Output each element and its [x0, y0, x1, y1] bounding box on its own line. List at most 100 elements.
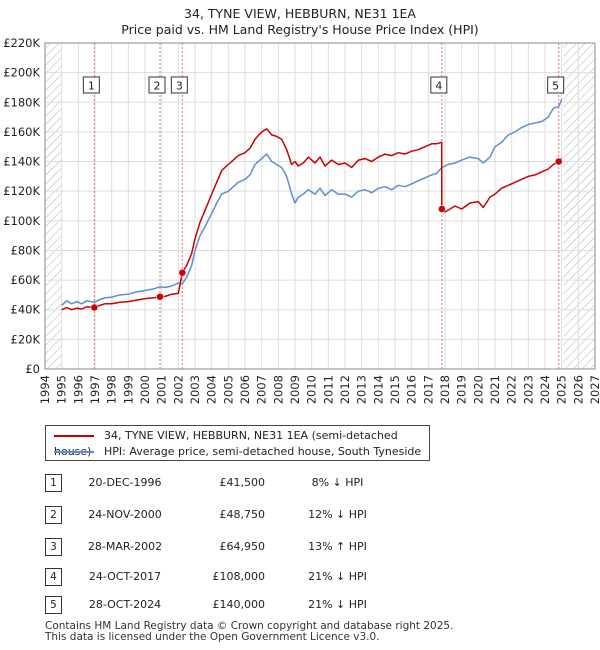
table-row: 4 24-OCT-2017 £108,000 21% ↓ HPI	[0, 568, 600, 588]
y-tick-label: £160K	[3, 125, 40, 139]
hatched-region-start	[45, 43, 62, 369]
x-tick-label: 2002	[171, 375, 185, 404]
sale-label-number: 1	[88, 80, 95, 93]
sale-label-box	[547, 76, 565, 94]
transaction-date: 24-OCT-2017	[88, 570, 162, 583]
x-tick-label: 2015	[388, 375, 402, 404]
footer-line-1: Contains HM Land Registry data © Crown c…	[45, 620, 454, 632]
transaction-price: £64,950	[219, 540, 266, 553]
y-tick-label: £40K	[11, 303, 41, 317]
x-tick-label: 2005	[221, 375, 235, 404]
legend-item-property: 34, TYNE VIEW, HEBBURN, NE31 1EA (semi-d…	[54, 428, 429, 458]
table-row: 3 28-MAR-2002 £64,950 13% ↑ HPI	[0, 538, 600, 558]
x-tick-label: 2027	[588, 375, 600, 404]
sale-point	[178, 269, 187, 277]
plot-frame	[44, 42, 596, 370]
x-tick-label: 2017	[421, 375, 435, 404]
transaction-number: 4	[45, 568, 62, 586]
x-tick-label: 2012	[338, 375, 352, 404]
y-tick-label: £200K	[3, 66, 40, 80]
transaction-date: 20-DEC-1996	[88, 476, 162, 489]
sale-label-box	[148, 76, 166, 94]
hatched-region-end	[563, 43, 595, 369]
x-tick-label: 2000	[138, 375, 152, 404]
title-line-2: Price paid vs. HM Land Registry's House …	[121, 22, 479, 37]
chart-legend: 34, TYNE VIEW, HEBBURN, NE31 1EA (semi-d…	[45, 425, 430, 461]
x-tick-label: 2010	[305, 375, 319, 404]
title-line-1: 34, TYNE VIEW, HEBBURN, NE31 1EA	[184, 6, 416, 21]
sale-label-box	[82, 76, 100, 94]
sale-point	[438, 205, 446, 213]
x-tick-label: 2013	[355, 375, 369, 404]
x-tick-label: 2026	[571, 375, 585, 404]
x-tick-label: 2008	[271, 375, 285, 404]
y-tick-label: £80K	[11, 243, 41, 257]
table-row: 5 28-OCT-2024 £140,000 21% ↓ HPI	[0, 596, 600, 616]
transaction-number: 2	[45, 506, 62, 524]
y-tick-label: £20K	[11, 332, 41, 346]
x-tick-label: 2018	[438, 375, 452, 404]
x-tick-label: 2011	[321, 375, 335, 404]
x-tick-label: 2006	[238, 375, 252, 404]
transaction-number: 3	[45, 538, 62, 556]
transaction-number: 1	[45, 474, 62, 492]
x-tick-label: 2022	[505, 375, 519, 404]
x-tick-label: 1996	[71, 375, 85, 404]
legend-swatch-property	[54, 435, 94, 437]
transaction-price: £48,750	[219, 508, 266, 521]
y-tick-label: £140K	[3, 155, 40, 169]
sale-point	[554, 157, 563, 166]
price-chart: 1 2 3 4 5 £0 £20K £40K £60K £80K £100K £120K £140K £…	[3, 36, 600, 404]
x-tick-label: 1995	[55, 375, 69, 404]
x-tick-label: 2020	[471, 375, 485, 404]
x-tick-label: 2009	[288, 375, 302, 404]
x-tick-label: 2004	[205, 375, 219, 404]
x-tick-label: 2014	[371, 375, 385, 404]
transaction-hpi: 21% ↓ HPI	[308, 570, 367, 583]
x-tick-label: 2021	[488, 375, 502, 404]
transaction-date: 28-MAR-2002	[87, 540, 163, 553]
transaction-number: 5	[45, 596, 62, 614]
transaction-hpi: 12% ↓ HPI	[308, 508, 367, 521]
y-tick-label: £60K	[11, 273, 41, 287]
y-tick-label: £180K	[3, 95, 40, 109]
hpi-series-line	[61, 99, 563, 306]
transaction-date: 24-NOV-2000	[88, 508, 162, 521]
y-tick-label: £220K	[3, 36, 40, 50]
x-tick-label: 2025	[555, 375, 569, 404]
sale-label-number: 4	[435, 80, 442, 93]
legend-item-hpi: HPI: Average price, semi-detached house,…	[54, 444, 421, 460]
x-tick-label: 2016	[405, 375, 419, 404]
y-tick-label: £120K	[3, 184, 40, 198]
sale-point	[156, 293, 164, 301]
property-series-line	[61, 128, 563, 311]
transaction-hpi: 21% ↓ HPI	[308, 598, 367, 611]
footer-attribution: Contains HM Land Registry data © Crown c…	[45, 621, 453, 643]
x-tick-label: 2007	[255, 375, 269, 404]
x-tick-label: 2024	[538, 375, 552, 404]
sale-label-box	[170, 76, 188, 94]
table-row: 1 20-DEC-1996 £41,500 8% ↓ HPI	[0, 474, 600, 494]
transaction-price: £41,500	[219, 476, 266, 489]
x-tick-label: 1994	[38, 375, 52, 404]
legend-swatch-hpi	[54, 451, 94, 453]
footer-line-2: This data is licensed under the Open Gov…	[45, 631, 380, 643]
x-tick-label: 1997	[88, 375, 102, 404]
transaction-hpi: 8% ↓ HPI	[311, 476, 364, 489]
y-tick-label: £100K	[3, 214, 40, 228]
sale-label-number: 2	[154, 80, 161, 93]
chart-title: 34, TYNE VIEW, HEBBURN, NE31 1EA Price p…	[0, 6, 600, 38]
transaction-price: £140,000	[212, 598, 266, 611]
table-row: 2 24-NOV-2000 £48,750 12% ↓ HPI	[0, 506, 600, 526]
sale-point	[90, 303, 99, 312]
transaction-date: 28-OCT-2024	[88, 598, 162, 611]
y-tick-label: £0	[25, 362, 40, 376]
transaction-price: £108,000	[212, 570, 266, 583]
x-tick-label: 2019	[455, 375, 469, 404]
x-tick-label: 1998	[105, 375, 119, 404]
x-tick-label: 2023	[521, 375, 535, 404]
x-tick-label: 1999	[121, 375, 135, 404]
sale-label-number: 5	[552, 80, 559, 93]
legend-label-hpi: HPI: Average price, semi-detached house,…	[104, 445, 422, 458]
transaction-hpi: 13% ↑ HPI	[308, 540, 367, 553]
